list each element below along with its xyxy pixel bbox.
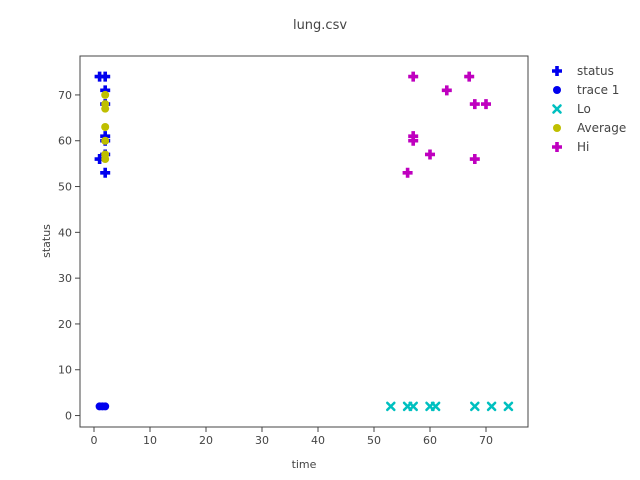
legend-label-hi: Hi: [577, 140, 589, 154]
x-axis-label: time: [292, 458, 317, 471]
legend-label-trace-1: trace 1: [577, 83, 619, 97]
point-hi: [408, 71, 419, 82]
y-tick-label: 70: [58, 89, 72, 102]
point-average: [101, 90, 110, 99]
y-axis: 0 10 20 30 40 50 60 70: [58, 89, 80, 423]
y-tick-label: 0: [65, 410, 72, 423]
point-status: [100, 85, 111, 96]
y-tick-label: 20: [58, 318, 72, 331]
y-tick-label: 10: [58, 364, 72, 377]
point-lo: [486, 401, 497, 412]
x-tick-label: 10: [143, 434, 157, 447]
legend-marker-trace-1: [553, 86, 561, 94]
x-tick-label: 20: [199, 434, 213, 447]
legend-label-lo: Lo: [577, 102, 591, 116]
legend-marker-average: [553, 124, 561, 132]
legend-label-status: status: [577, 64, 614, 78]
point-status: [100, 167, 111, 178]
legend-marker-status: [552, 66, 562, 76]
x-tick-label: 40: [311, 434, 325, 447]
point-hi: [481, 99, 491, 110]
point-trace-1: [101, 402, 110, 411]
data-points: [94, 71, 514, 412]
legend-item-hi[interactable]: Hi: [552, 140, 589, 154]
plot-frame: [79, 55, 529, 428]
point-average: [101, 155, 110, 164]
legend-item-trace-1[interactable]: trace 1: [553, 83, 619, 97]
y-tick-label: 40: [58, 226, 72, 239]
x-tick-label: 70: [479, 434, 493, 447]
point-average: [101, 104, 110, 113]
legend-label-average: Average: [577, 121, 626, 135]
point-hi: [408, 135, 419, 146]
point-average: [101, 136, 110, 145]
point-hi: [402, 167, 413, 178]
point-hi: [469, 154, 480, 165]
legend-item-lo[interactable]: Lo: [552, 102, 591, 116]
point-hi: [441, 85, 452, 96]
chart-title: lung.csv: [293, 18, 347, 33]
y-tick-label: 60: [58, 135, 72, 148]
point-hi: [469, 99, 480, 110]
point-lo: [408, 401, 419, 412]
point-hi: [425, 149, 435, 160]
legend-item-status[interactable]: status: [552, 64, 614, 78]
point-lo: [503, 401, 514, 412]
point-lo: [469, 401, 480, 412]
point-status: [100, 71, 111, 82]
y-tick-label: 30: [58, 272, 72, 285]
y-tick-label: 50: [58, 181, 72, 194]
point-status: [94, 71, 105, 82]
point-lo: [430, 401, 441, 412]
legend-marker-hi: [552, 142, 562, 152]
legend-marker-lo: [552, 104, 562, 114]
point-lo: [385, 401, 396, 412]
point-average: [101, 122, 110, 131]
x-tick-label: 50: [367, 434, 381, 447]
y-axis-label: status: [40, 224, 53, 258]
point-status: [94, 154, 105, 165]
legend[interactable]: status trace 1 Lo Average Hi: [552, 64, 626, 154]
x-axis: 0 10 20 30 40 50 60 70: [91, 427, 493, 447]
legend-item-average[interactable]: Average: [553, 121, 626, 135]
x-tick-label: 30: [255, 434, 269, 447]
x-tick-label: 60: [423, 434, 437, 447]
point-hi: [464, 71, 475, 82]
x-tick-label: 0: [91, 434, 98, 447]
